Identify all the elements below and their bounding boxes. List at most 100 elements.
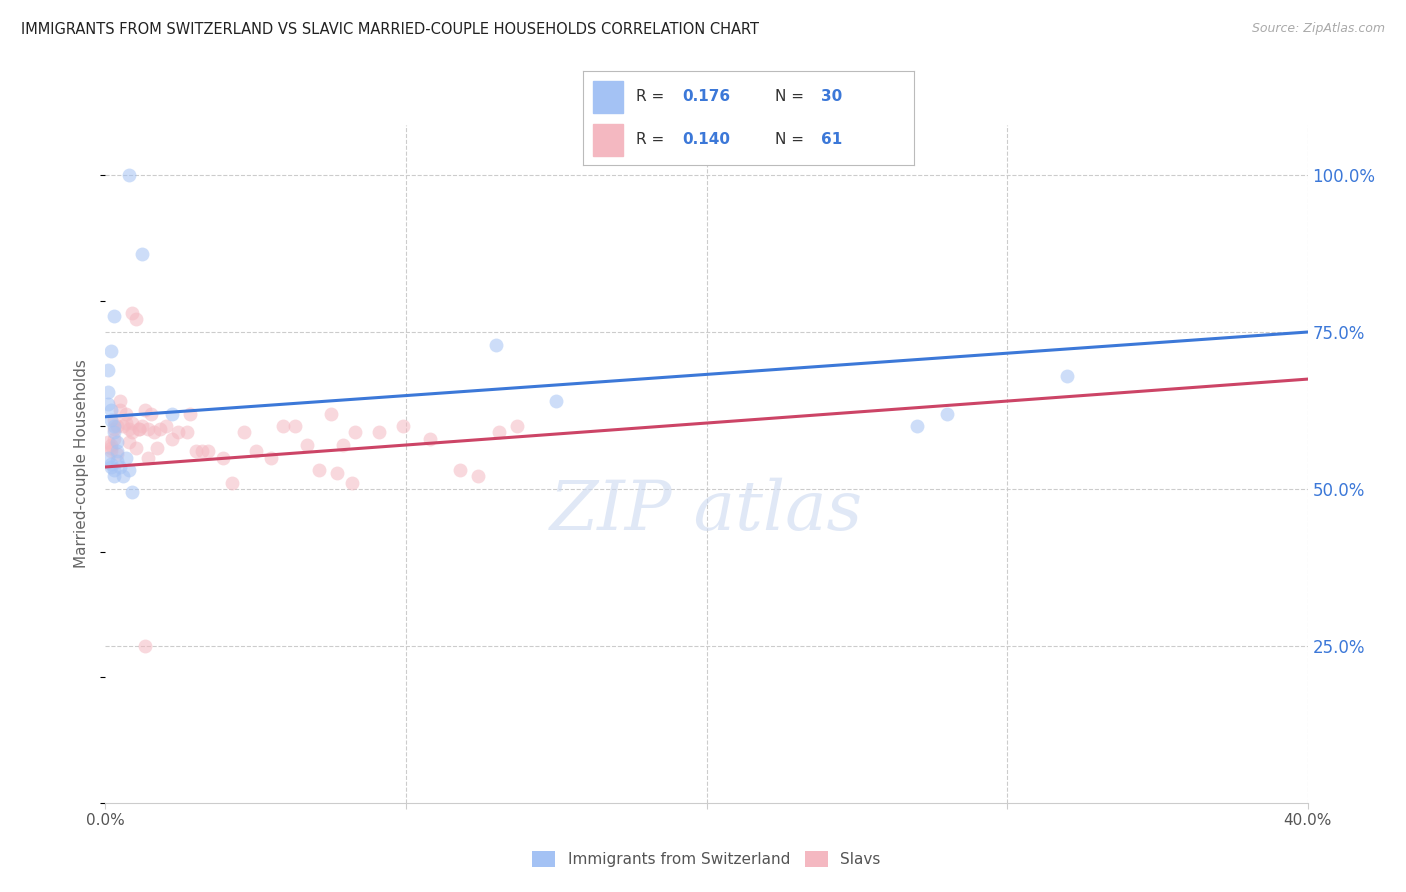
Point <box>284 419 307 434</box>
Text: N =: N = <box>775 132 808 147</box>
Text: 30: 30 <box>821 89 842 104</box>
Point <box>110 403 132 417</box>
Point <box>124 441 146 455</box>
Point <box>295 438 318 452</box>
Point <box>145 441 167 455</box>
Point <box>124 312 146 326</box>
Point <box>197 444 219 458</box>
Point <box>115 450 138 465</box>
Point <box>134 403 156 417</box>
Point <box>110 460 132 475</box>
Point <box>368 425 391 440</box>
Text: 0.140: 0.140 <box>683 132 731 147</box>
Point <box>392 419 415 434</box>
Text: Source: ZipAtlas.com: Source: ZipAtlas.com <box>1251 22 1385 36</box>
Point <box>107 447 129 461</box>
Point <box>166 425 188 440</box>
Point <box>136 450 159 465</box>
Point <box>190 444 212 458</box>
Point <box>121 306 143 320</box>
Point <box>103 463 125 477</box>
Point <box>107 453 129 467</box>
Text: 61: 61 <box>821 132 842 147</box>
Text: R =: R = <box>637 132 669 147</box>
Point <box>103 413 125 427</box>
Y-axis label: Married-couple Households: Married-couple Households <box>75 359 90 568</box>
Point <box>112 469 135 483</box>
Point <box>211 450 233 465</box>
Point <box>103 425 125 440</box>
Point <box>103 469 125 483</box>
Point <box>118 463 141 477</box>
Point <box>308 463 330 477</box>
Point <box>100 441 122 455</box>
Point <box>110 394 132 409</box>
Point <box>103 422 125 436</box>
Point <box>100 460 122 475</box>
Text: ZIP atlas: ZIP atlas <box>550 478 863 545</box>
Point <box>107 434 129 449</box>
Point <box>121 425 143 440</box>
Legend: Immigrants from Switzerland, Slavs: Immigrants from Switzerland, Slavs <box>526 845 887 873</box>
Point <box>103 432 125 446</box>
Point <box>340 475 363 490</box>
Point <box>112 419 135 434</box>
Point <box>148 422 170 436</box>
Point <box>107 444 129 458</box>
Point <box>100 343 122 358</box>
Point <box>905 419 928 434</box>
Point <box>221 475 243 490</box>
Bar <box>593 124 623 156</box>
Point <box>139 407 162 421</box>
Bar <box>593 81 623 112</box>
Point <box>97 397 120 411</box>
Point <box>232 425 254 440</box>
Point <box>506 419 529 434</box>
Point <box>134 639 156 653</box>
Point <box>546 394 568 409</box>
Point <box>100 438 122 452</box>
Point <box>128 422 150 436</box>
Point <box>97 362 120 376</box>
Point <box>449 463 471 477</box>
Point <box>485 337 508 351</box>
Point <box>115 416 138 430</box>
Point <box>419 432 441 446</box>
Point <box>115 407 138 421</box>
Point <box>131 246 153 260</box>
Point <box>160 407 183 421</box>
Point <box>488 425 510 440</box>
Point <box>136 422 159 436</box>
Point <box>97 434 120 449</box>
Point <box>155 419 177 434</box>
Point <box>100 457 122 471</box>
Point <box>326 467 349 481</box>
Point <box>245 444 267 458</box>
Point <box>184 444 207 458</box>
Point <box>1056 368 1078 383</box>
Point <box>97 384 120 399</box>
Point <box>179 407 201 421</box>
Point <box>128 422 150 436</box>
Point <box>176 425 198 440</box>
Point <box>160 432 183 446</box>
Point <box>103 310 125 324</box>
Point <box>121 485 143 500</box>
Point <box>343 425 366 440</box>
Point <box>271 419 294 434</box>
Point <box>107 419 129 434</box>
Point <box>260 450 283 465</box>
Text: N =: N = <box>775 89 808 104</box>
Text: R =: R = <box>637 89 669 104</box>
Text: 0.176: 0.176 <box>683 89 731 104</box>
Text: IMMIGRANTS FROM SWITZERLAND VS SLAVIC MARRIED-COUPLE HOUSEHOLDS CORRELATION CHAR: IMMIGRANTS FROM SWITZERLAND VS SLAVIC MA… <box>21 22 759 37</box>
Point <box>142 425 165 440</box>
Point <box>319 407 342 421</box>
Point <box>467 469 489 483</box>
Point <box>131 419 153 434</box>
Point <box>121 416 143 430</box>
Point <box>100 413 122 427</box>
Point <box>118 434 141 449</box>
Point <box>103 419 125 434</box>
Point <box>100 403 122 417</box>
